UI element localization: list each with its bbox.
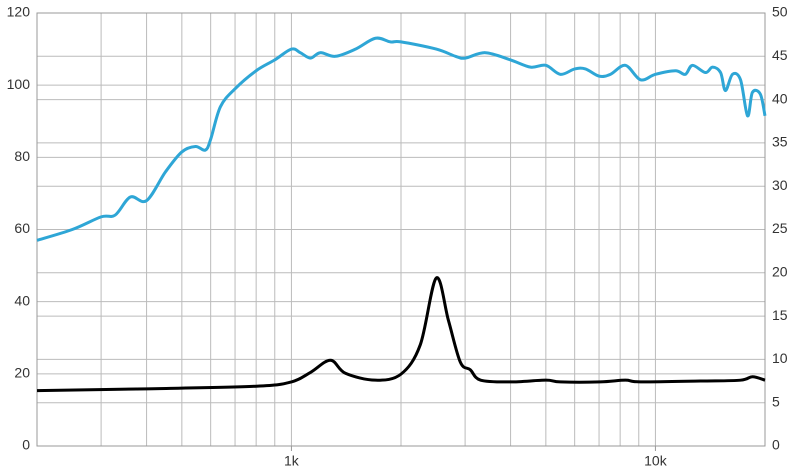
x-tick-label: 1k bbox=[284, 453, 300, 469]
y2-tick-label: 30 bbox=[772, 177, 788, 193]
y-tick-label: 100 bbox=[7, 76, 31, 92]
y2-tick-label: 5 bbox=[772, 393, 780, 409]
x-tick-label: 10k bbox=[644, 453, 668, 469]
y-tick-label: 120 bbox=[7, 4, 31, 20]
y-tick-label: 80 bbox=[14, 148, 30, 164]
y-tick-label: 20 bbox=[14, 365, 30, 381]
line-series bbox=[36, 276, 766, 393]
y2-tick-label: 35 bbox=[772, 134, 788, 150]
line-series bbox=[36, 36, 767, 242]
plot-frame bbox=[36, 12, 766, 447]
y-tick-label: 60 bbox=[14, 220, 30, 236]
y2-tick-label: 20 bbox=[772, 264, 788, 280]
y2-tick-label: 45 bbox=[772, 47, 788, 63]
y2-tick-label: 0 bbox=[772, 437, 780, 453]
y2-tick-label: 25 bbox=[772, 220, 788, 236]
y2-tick-label: 15 bbox=[772, 307, 788, 323]
y-tick-label: 40 bbox=[14, 292, 30, 308]
y2-tick-label: 50 bbox=[772, 4, 788, 20]
y2-tick-label: 40 bbox=[772, 90, 788, 106]
y-tick-label: 0 bbox=[22, 437, 30, 453]
y2-tick-label: 10 bbox=[772, 350, 788, 366]
